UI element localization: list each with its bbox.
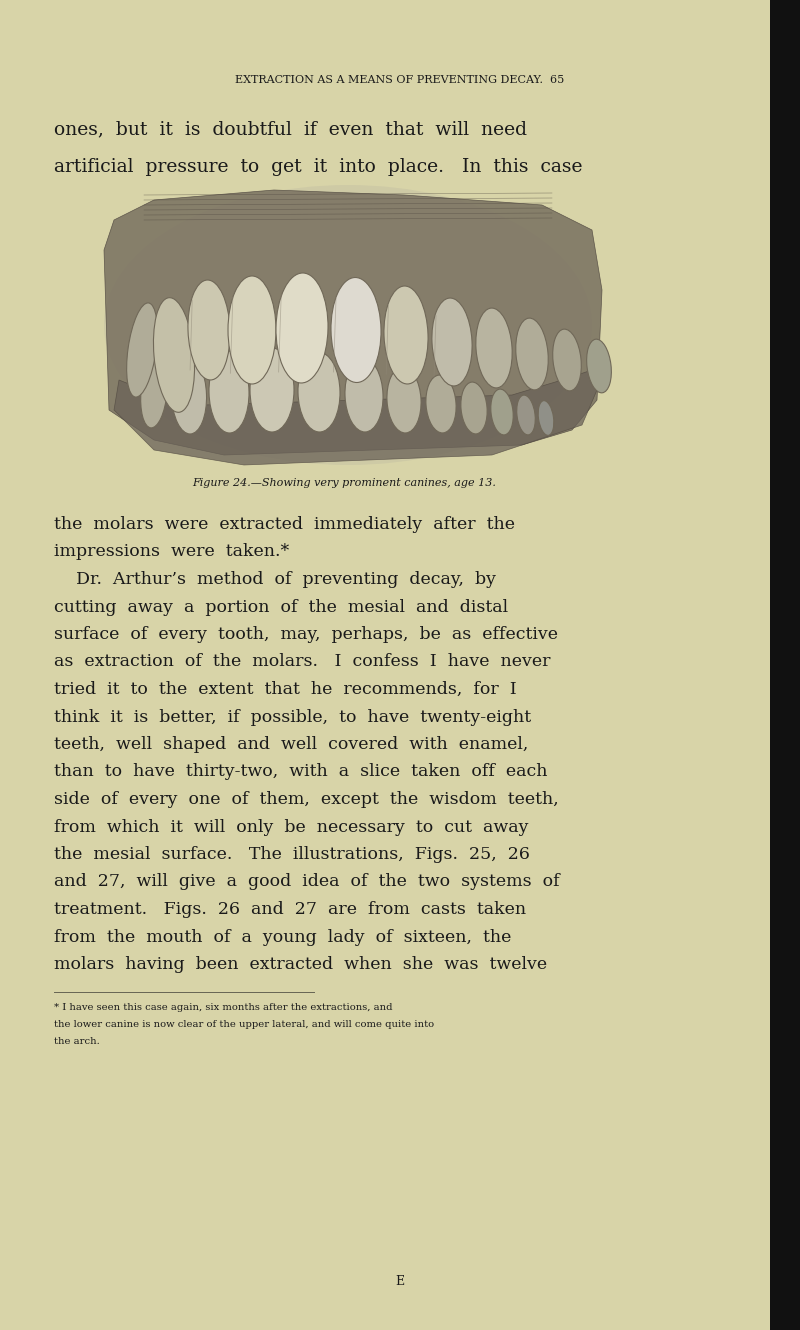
Ellipse shape [384, 286, 428, 384]
Ellipse shape [461, 382, 487, 434]
Polygon shape [114, 370, 597, 465]
Ellipse shape [553, 329, 582, 391]
Ellipse shape [276, 273, 328, 383]
Ellipse shape [517, 395, 535, 435]
Text: and  27,  will  give  a  good  idea  of  the  two  systems  of: and 27, will give a good idea of the two… [54, 874, 560, 891]
Ellipse shape [141, 356, 167, 428]
Text: than  to  have  thirty-two,  with  a  slice  taken  off  each: than to have thirty-two, with a slice ta… [54, 763, 548, 781]
Text: molars  having  been  extracted  when  she  was  twelve: molars having been extracted when she wa… [54, 956, 547, 974]
Text: impressions  were  taken.*: impressions were taken.* [54, 544, 290, 560]
Ellipse shape [154, 298, 194, 412]
Text: the  molars  were  extracted  immediately  after  the: the molars were extracted immediately af… [54, 516, 515, 533]
Ellipse shape [426, 375, 456, 434]
Ellipse shape [516, 318, 548, 390]
Ellipse shape [188, 281, 230, 380]
Ellipse shape [104, 185, 592, 465]
Text: tried  it  to  the  extent  that  he  recommends,  for  I: tried it to the extent that he recommend… [54, 681, 517, 698]
Bar [770, 0, 800, 1330]
Ellipse shape [490, 390, 514, 435]
Ellipse shape [331, 278, 381, 383]
Ellipse shape [250, 348, 294, 432]
Text: the arch.: the arch. [54, 1036, 100, 1045]
Text: the  mesial  surface.   The  illustrations,  Figs.  25,  26: the mesial surface. The illustrations, F… [54, 846, 530, 863]
Text: cutting  away  a  portion  of  the  mesial  and  distal: cutting away a portion of the mesial and… [54, 598, 509, 616]
Text: from  the  mouth  of  a  young  lady  of  sixteen,  the: from the mouth of a young lady of sixtee… [54, 928, 512, 946]
Ellipse shape [228, 277, 276, 384]
Text: as  extraction  of  the  molars.   I  confess  I  have  never: as extraction of the molars. I confess I… [54, 653, 551, 670]
Text: Dr.  Arthur’s  method  of  preventing  decay,  by: Dr. Arthur’s method of preventing decay,… [54, 571, 496, 588]
Text: * I have seen this case again, six months after the extractions, and: * I have seen this case again, six month… [54, 1004, 393, 1012]
Ellipse shape [476, 309, 512, 388]
Text: side  of  every  one  of  them,  except  the  wisdom  teeth,: side of every one of them, except the wi… [54, 791, 559, 809]
Text: EXTRACTION AS A MEANS OF PREVENTING DECAY.  65: EXTRACTION AS A MEANS OF PREVENTING DECA… [235, 74, 565, 85]
Text: artificial  pressure  to  get  it  into  place.   In  this  case: artificial pressure to get it into place… [54, 158, 583, 176]
Polygon shape [104, 190, 602, 455]
Ellipse shape [432, 298, 472, 386]
Ellipse shape [586, 339, 611, 392]
Ellipse shape [126, 303, 158, 398]
Text: treatment.   Figs.  26  and  27  are  from  casts  taken: treatment. Figs. 26 and 27 are from cast… [54, 900, 526, 918]
Text: Figure 24.—Showing very prominent canines, age 13.: Figure 24.—Showing very prominent canine… [192, 477, 496, 488]
Text: from  which  it  will  only  be  necessary  to  cut  away: from which it will only be necessary to … [54, 818, 529, 835]
Text: think  it  is  better,  if  possible,  to  have  twenty-eight: think it is better, if possible, to have… [54, 709, 531, 725]
Text: surface  of  every  tooth,  may,  perhaps,  be  as  effective: surface of every tooth, may, perhaps, be… [54, 626, 558, 642]
Text: ones,  but  it  is  doubtful  if  even  that  will  need: ones, but it is doubtful if even that wi… [54, 120, 527, 138]
Ellipse shape [538, 400, 554, 435]
Text: E: E [395, 1275, 405, 1287]
Text: the lower canine is now clear of the upper lateral, and will come quite into: the lower canine is now clear of the upp… [54, 1020, 434, 1029]
Ellipse shape [298, 352, 340, 432]
Ellipse shape [387, 367, 421, 434]
Ellipse shape [171, 356, 206, 434]
Ellipse shape [209, 351, 249, 434]
Ellipse shape [345, 358, 383, 432]
Text: teeth,  well  shaped  and  well  covered  with  enamel,: teeth, well shaped and well covered with… [54, 735, 529, 753]
